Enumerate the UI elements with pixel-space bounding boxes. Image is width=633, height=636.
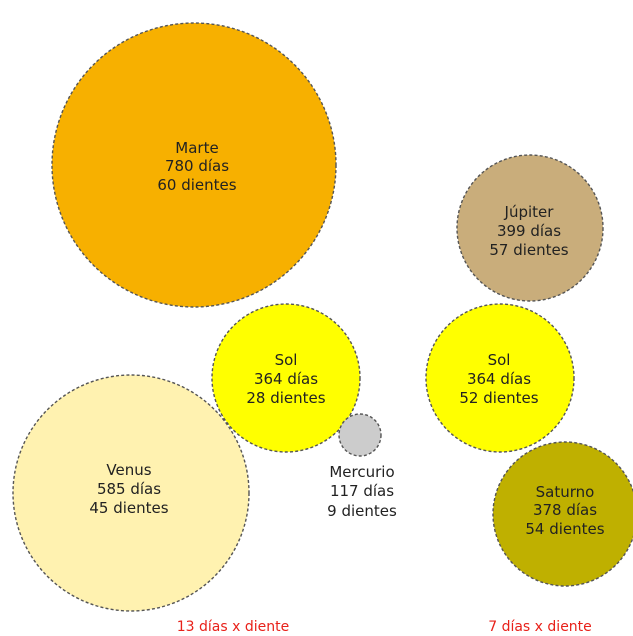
jupiter-days: 399 días [497, 222, 561, 240]
mercurio-gear [338, 413, 382, 457]
footer-left: 13 días x diente [177, 619, 289, 635]
jupiter-teeth: 57 dientes [489, 241, 568, 259]
footer-right: 7 días x diente [488, 619, 592, 635]
venus-days: 585 días [97, 480, 161, 498]
mercurio-name: Mercurio [329, 463, 394, 481]
venus-name: Venus [106, 461, 151, 479]
saturno-teeth: 54 dientes [525, 520, 604, 538]
sol-right-teeth: 52 dientes [459, 389, 538, 407]
marte-teeth: 60 dientes [157, 176, 236, 194]
venus-teeth: 45 dientes [89, 499, 168, 517]
saturno-gear [492, 441, 633, 587]
sol-gear-right [425, 303, 575, 453]
venus-gear [12, 374, 250, 612]
group-13-dias: Marte 780 días 60 dientes Venus 585 días… [12, 22, 397, 635]
saturno-days: 378 días [533, 501, 597, 519]
group-7-dias: Júpiter 399 días 57 dientes Sol 364 días… [425, 154, 633, 635]
mercurio-teeth: 9 dientes [327, 502, 397, 520]
sol-left-days: 364 días [254, 370, 318, 388]
sol-left-teeth: 28 dientes [246, 389, 325, 407]
sol-right-days: 364 días [467, 370, 531, 388]
mercurio-days: 117 días [330, 482, 394, 500]
jupiter-gear [456, 154, 604, 302]
sol-left-name: Sol [275, 351, 298, 369]
sol-right-name: Sol [488, 351, 511, 369]
marte-gear [51, 22, 337, 308]
marte-days: 780 días [165, 157, 229, 175]
marte-name: Marte [175, 139, 218, 157]
sol-gear-left [211, 303, 361, 453]
saturno-name: Saturno [536, 483, 595, 501]
jupiter-name: Júpiter [504, 203, 555, 221]
